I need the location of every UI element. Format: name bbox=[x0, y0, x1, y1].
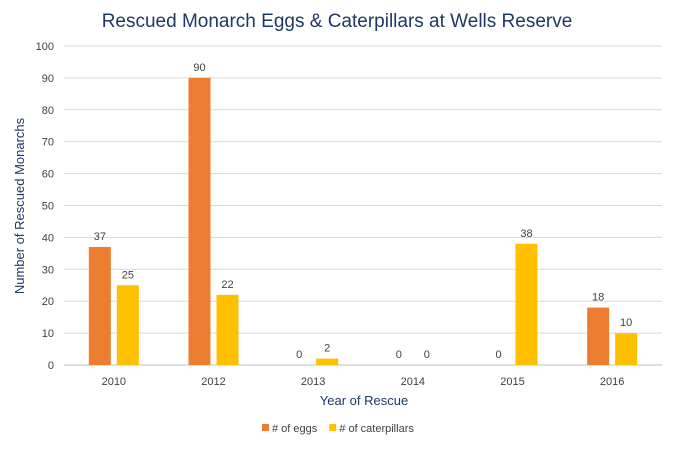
data-label: 25 bbox=[122, 269, 134, 281]
y-tick-label: 30 bbox=[42, 264, 54, 276]
data-label: 0 bbox=[495, 349, 501, 361]
y-tick-labels: 0 10 20 30 40 50 60 70 80 90 100 bbox=[36, 41, 54, 372]
x-tick-label: 2015 bbox=[500, 376, 524, 388]
data-label: 38 bbox=[520, 228, 532, 240]
data-label: 22 bbox=[221, 279, 233, 291]
bars bbox=[88, 77, 638, 366]
y-tick-label: 90 bbox=[42, 73, 54, 85]
bar-caterpillars bbox=[116, 285, 139, 365]
bar-caterpillars bbox=[515, 243, 538, 365]
y-axis-title: Number of Rescued Monarchs bbox=[12, 117, 27, 294]
y-tick-label: 80 bbox=[42, 105, 54, 117]
bar-caterpillars bbox=[615, 333, 638, 365]
y-tick-label: 100 bbox=[36, 41, 54, 53]
data-labels: 37 25 90 22 0 2 0 0 0 38 18 10 bbox=[94, 62, 633, 361]
bar-caterpillars bbox=[216, 294, 239, 365]
x-tick-labels: 2010 2012 2013 2014 2015 2016 bbox=[102, 376, 625, 388]
legend-swatch bbox=[329, 424, 337, 431]
data-label: 18 bbox=[592, 292, 604, 304]
y-tick-label: 70 bbox=[42, 137, 54, 149]
y-tick-label: 0 bbox=[48, 360, 54, 372]
x-tick-label: 2014 bbox=[401, 376, 425, 388]
chart-title: Rescued Monarch Eggs & Caterpillars at W… bbox=[102, 11, 573, 32]
y-tick-label: 60 bbox=[42, 169, 54, 181]
data-label: 37 bbox=[94, 231, 106, 243]
y-tick-label: 50 bbox=[42, 201, 54, 213]
legend-swatch bbox=[262, 424, 269, 431]
gridlines bbox=[64, 45, 662, 366]
y-tick-label: 10 bbox=[42, 328, 54, 340]
x-tick-label: 2016 bbox=[600, 376, 624, 388]
bar-eggs bbox=[188, 77, 211, 366]
x-tick-label: 2012 bbox=[201, 376, 225, 388]
x-tick-label: 2013 bbox=[301, 376, 325, 388]
data-label: 0 bbox=[396, 349, 402, 361]
y-tick-label: 20 bbox=[42, 296, 54, 308]
data-label: 2 bbox=[324, 343, 330, 355]
bar-eggs bbox=[587, 307, 610, 365]
data-label: 0 bbox=[296, 349, 302, 361]
legend: # of eggs # of caterpillars bbox=[262, 423, 414, 435]
data-label: 10 bbox=[620, 317, 632, 329]
legend-label: # of eggs bbox=[272, 423, 318, 435]
y-tick-label: 40 bbox=[42, 232, 54, 244]
legend-label: # of caterpillars bbox=[339, 423, 414, 435]
data-label: 0 bbox=[424, 349, 430, 361]
bar-caterpillars bbox=[316, 358, 339, 365]
data-label: 90 bbox=[193, 62, 205, 74]
bar-eggs bbox=[88, 246, 111, 365]
x-axis-title: Year of Rescue bbox=[320, 393, 408, 408]
x-tick-label: 2010 bbox=[102, 376, 126, 388]
